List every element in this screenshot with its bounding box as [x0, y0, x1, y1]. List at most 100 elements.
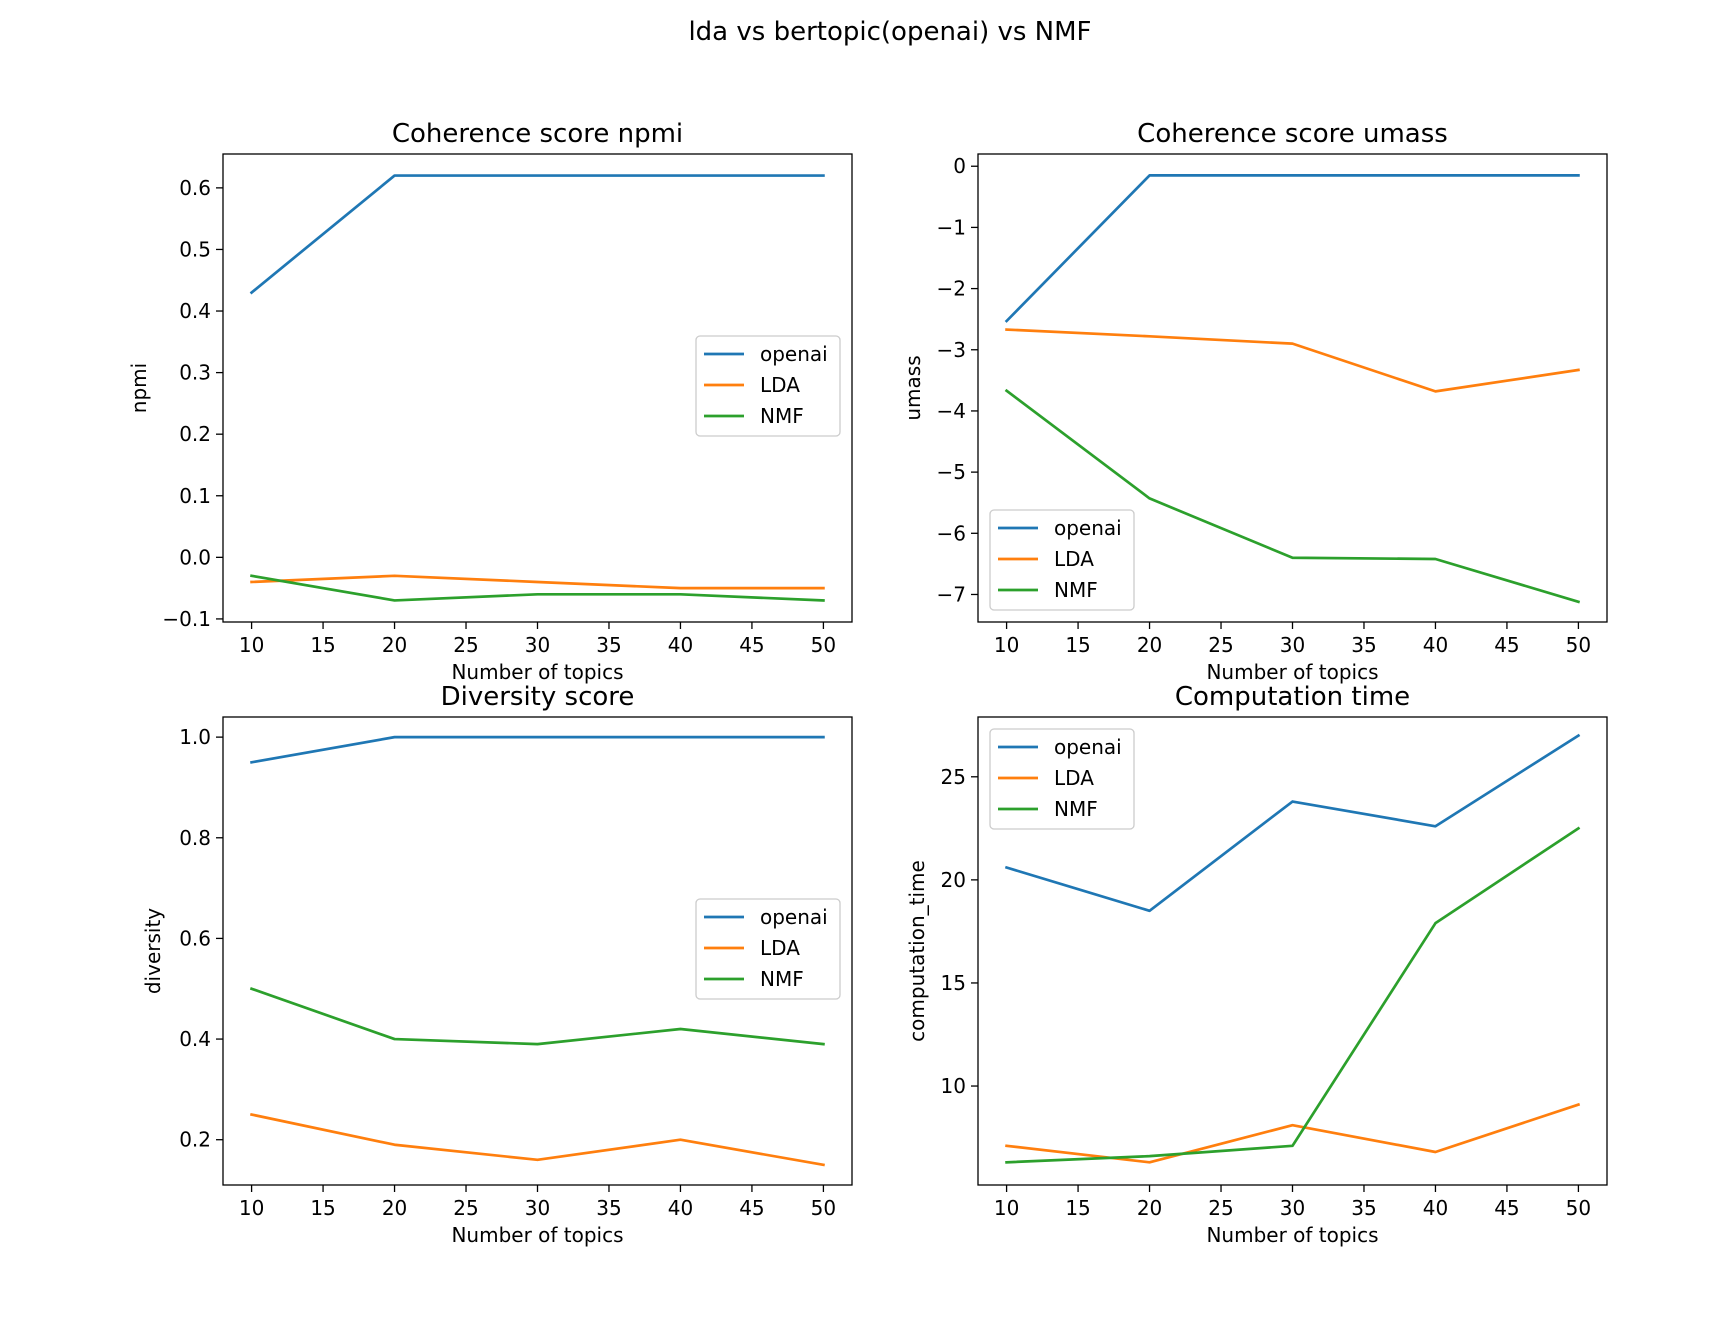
x-axis-label: Number of topics — [1206, 660, 1378, 684]
x-tick-label: 10 — [239, 1196, 264, 1220]
axes-frame — [977, 716, 1608, 1186]
y-tick-label: −2 — [937, 277, 966, 301]
y-tick-label: 0.4 — [179, 299, 211, 323]
legend-box — [989, 509, 1135, 611]
legend-label: NMF — [1054, 797, 1098, 821]
y-tick-label: −3 — [937, 338, 966, 362]
x-tick-label: 50 — [811, 1196, 836, 1220]
x-tick-label: 35 — [1351, 633, 1376, 657]
legend-label: LDA — [1054, 547, 1094, 571]
series-line-nmf — [249, 987, 825, 1046]
y-axis-label: umass — [901, 355, 925, 420]
legend-label: LDA — [760, 936, 800, 960]
y-tick-label: 0.6 — [179, 926, 211, 950]
y-tick-label: 0.0 — [179, 545, 211, 569]
x-tick-label: 40 — [668, 1196, 693, 1220]
x-tick-label: 45 — [739, 1196, 764, 1220]
series-line-nmf — [250, 574, 825, 602]
x-tick-label: 25 — [453, 1196, 478, 1220]
chart-panel-3: Diversity score 10 15 20 25 30 35 40 45 50 0.2 0.4 0… — [141, 682, 853, 1247]
legend-box — [989, 728, 1135, 830]
x-tick-label: 20 — [1137, 1196, 1162, 1220]
y-axis-label: diversity — [141, 908, 165, 994]
legend-box — [695, 898, 841, 1000]
legend: openai LDA NMF — [989, 509, 1135, 611]
x-tick-label: 30 — [1280, 1196, 1305, 1220]
x-tick-label: 50 — [1566, 633, 1591, 657]
y-tick-label: −4 — [937, 399, 966, 423]
y-tick-label: −0.1 — [162, 607, 211, 631]
x-tick-label: 30 — [1280, 633, 1305, 657]
legend-label: openai — [1054, 516, 1122, 540]
legend: openai LDA NMF — [695, 335, 841, 437]
y-tick-label: 1.0 — [179, 725, 211, 749]
x-tick-label: 35 — [1351, 1196, 1376, 1220]
y-tick-label: 0.3 — [179, 361, 211, 385]
series-line-openai — [250, 735, 825, 764]
x-tick-label: 25 — [1208, 1196, 1233, 1220]
x-tick-label: 45 — [1494, 633, 1519, 657]
x-tick-label: 45 — [739, 633, 764, 657]
y-tick-label: 15 — [941, 971, 966, 995]
y-tick-label: 0.4 — [179, 1027, 211, 1051]
chart-panel-2: Coherence score umass 10 15 20 25 30 35 40 45 50 0… — [901, 119, 1608, 684]
x-tick-label: 35 — [596, 633, 621, 657]
y-tick-label: 0.5 — [179, 237, 211, 261]
figure-suptitle: lda vs bertopic(openai) vs NMF — [688, 17, 1091, 47]
axes-frame — [977, 153, 1608, 623]
x-tick-label: 40 — [1423, 633, 1448, 657]
y-tick-label: 0.6 — [179, 176, 211, 200]
x-tick-label: 50 — [1566, 1196, 1591, 1220]
x-tick-label: 10 — [994, 633, 1019, 657]
x-tick-label: 20 — [382, 1196, 407, 1220]
series-line-openai — [249, 174, 825, 295]
legend-label: NMF — [760, 404, 804, 428]
series-line-nmf — [1005, 826, 1581, 1164]
y-tick-label: −6 — [937, 521, 966, 545]
y-tick-label: 0.2 — [179, 422, 211, 446]
x-tick-label: 20 — [382, 633, 407, 657]
legend-label: openai — [760, 342, 828, 366]
legend: openai LDA NMF — [989, 728, 1135, 830]
legend: openai LDA NMF — [695, 898, 841, 1000]
y-tick-label: −1 — [937, 215, 966, 239]
y-tick-label: −5 — [937, 460, 966, 484]
x-tick-label: 30 — [525, 1196, 550, 1220]
legend-label: openai — [760, 905, 828, 929]
x-tick-label: 50 — [811, 633, 836, 657]
x-tick-label: 15 — [310, 1196, 335, 1220]
x-tick-label: 10 — [239, 633, 264, 657]
x-tick-label: 25 — [1208, 633, 1233, 657]
x-tick-label: 20 — [1137, 633, 1162, 657]
x-tick-label: 40 — [1423, 1196, 1448, 1220]
x-tick-label: 15 — [1065, 1196, 1090, 1220]
chart-panels: Coherence score npmi 10 15 20 25 30 35 40 45 50 −0… — [127, 119, 1608, 1247]
legend-label: LDA — [1054, 766, 1094, 790]
x-tick-label: 40 — [668, 633, 693, 657]
y-tick-label: 0.1 — [179, 484, 211, 508]
x-tick-label: 35 — [596, 1196, 621, 1220]
y-tick-label: 25 — [941, 765, 966, 789]
legend-box — [695, 335, 841, 437]
legend-label: NMF — [760, 967, 804, 991]
x-tick-label: 15 — [1065, 633, 1090, 657]
legend-label: LDA — [760, 373, 800, 397]
y-axis-label: computation_time — [905, 860, 929, 1042]
chart-title: Coherence score npmi — [392, 119, 683, 149]
x-tick-label: 25 — [453, 633, 478, 657]
y-axis-label: npmi — [127, 363, 151, 413]
y-tick-label: 10 — [941, 1074, 966, 1098]
chart-panel-4: Computation time 10 15 20 25 30 35 40 45 50 10 15 20… — [905, 682, 1608, 1247]
y-tick-label: 0 — [953, 154, 966, 178]
x-axis-label: Number of topics — [451, 1223, 623, 1247]
x-tick-label: 15 — [310, 633, 335, 657]
legend-label: NMF — [1054, 578, 1098, 602]
series-line-lda — [1005, 328, 1580, 393]
axes-frame — [222, 716, 853, 1186]
series-line-lda — [249, 1112, 825, 1167]
chart-title: Computation time — [1175, 682, 1410, 712]
x-tick-label: 30 — [525, 633, 550, 657]
chart-title: Diversity score — [441, 682, 635, 712]
